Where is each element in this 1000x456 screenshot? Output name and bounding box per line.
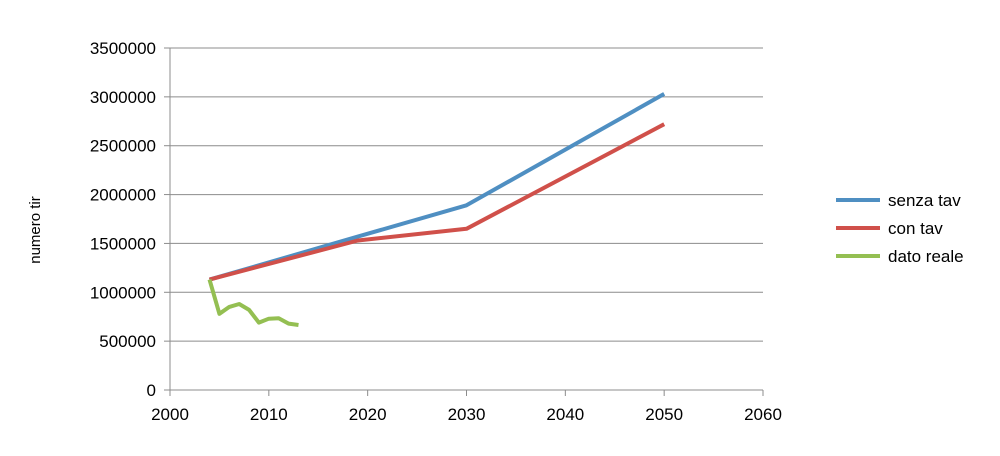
y-tick-label: 500000 [99,332,156,351]
legend-label: dato reale [888,247,964,266]
y-tick-label: 3000000 [90,88,156,107]
x-tick-label: 2030 [448,405,486,424]
series-line-dato-reale [207,279,299,327]
y-tick-label: 2500000 [90,137,156,156]
y-tick-labels: 0 500000 1000000 1500000 2000000 2500000 30000… [90,39,170,400]
y-tick-label: 3500000 [90,39,156,58]
series-line-senza-tav [208,92,666,282]
x-tick-label: 2040 [546,405,584,424]
y-axis-title: numero tir [27,196,44,264]
series-line-con-tav [208,122,666,282]
legend-label: senza tav [888,191,961,210]
x-tick-label: 2020 [349,405,387,424]
legend-label: con tav [888,219,943,238]
axes [169,48,763,391]
x-tick-label: 2050 [645,405,683,424]
y-tick-label: 0 [147,381,156,400]
x-tick-label: 2010 [250,405,288,424]
series-lines [207,92,666,327]
x-tick-labels: 2000 2010 2020 2030 2040 2050 2060 [151,390,782,424]
y-tick-label: 2000000 [90,186,156,205]
x-tick-label: 2060 [744,405,782,424]
y-tick-label: 1000000 [90,283,156,302]
y-tick-label: 1500000 [90,234,156,253]
x-tick-label: 2000 [151,405,189,424]
gridlines [170,47,763,342]
legend: senza tav con tav dato reale [836,191,964,266]
